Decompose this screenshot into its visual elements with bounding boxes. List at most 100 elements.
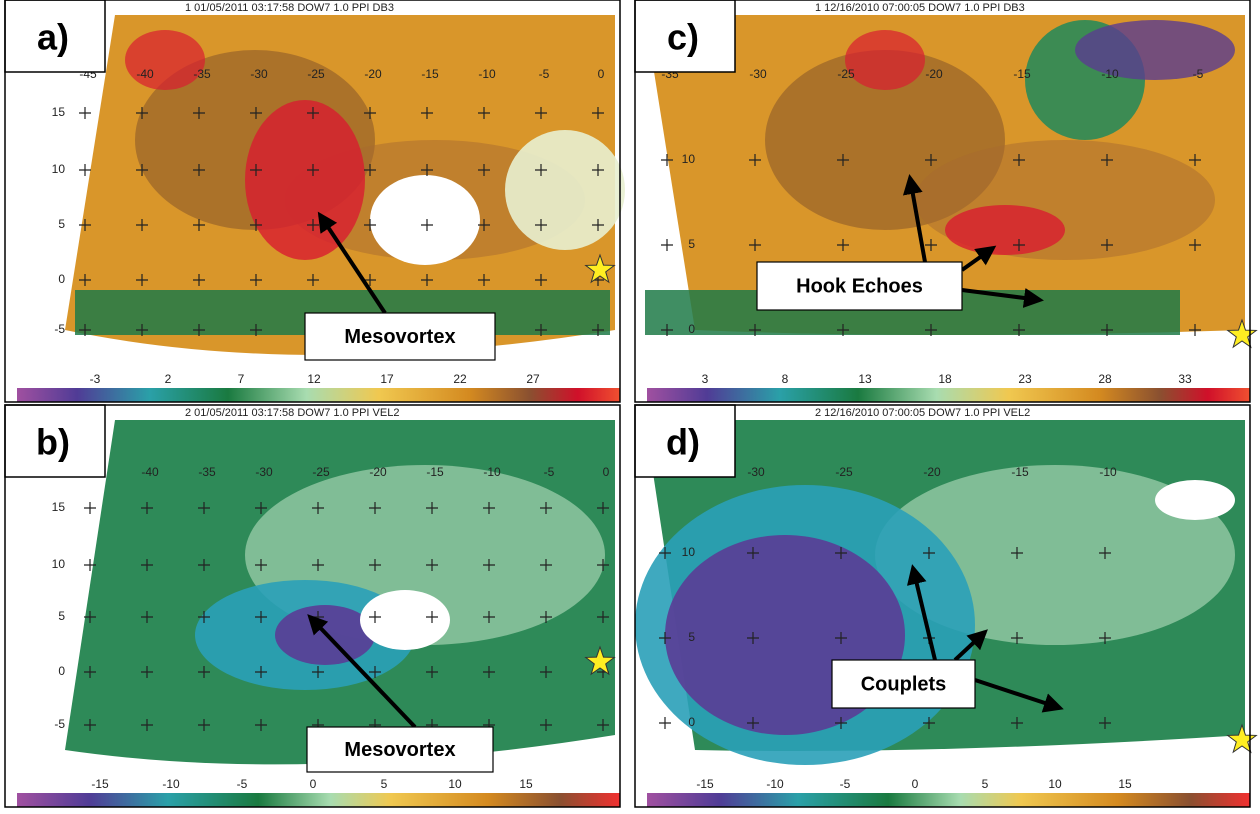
x-label: -20 [364, 67, 382, 81]
y-label: 10 [52, 557, 66, 571]
colorbar-label: 33 [1178, 372, 1192, 386]
x-label: -30 [749, 67, 767, 81]
y-label: 0 [58, 664, 65, 678]
y-label: 0 [688, 322, 695, 336]
radar-echo [945, 205, 1065, 255]
colorbar-label: 2 [165, 372, 172, 386]
radar-echo [1075, 20, 1235, 80]
colorbar-label: 12 [307, 372, 321, 386]
colorbar-label: 18 [938, 372, 952, 386]
colorbar-label: 5 [982, 777, 989, 791]
colorbar-label: 8 [782, 372, 789, 386]
x-label: -15 [1013, 67, 1031, 81]
panel: -35-30-25-20-15-1010502 12/16/2010 07:00… [635, 405, 1256, 807]
x-label: -25 [835, 465, 853, 479]
colorbar [647, 388, 1250, 402]
panel-header: 2 01/05/2011 03:17:58 DOW7 1.0 PPI VEL2 [185, 407, 399, 419]
colorbar-label: 23 [1018, 372, 1032, 386]
radar-image [65, 15, 625, 355]
annotation-label: Couplets [861, 673, 947, 695]
x-label: 0 [603, 465, 610, 479]
annotation-label: Hook Echoes [796, 275, 923, 297]
y-label: 15 [52, 105, 66, 119]
colorbar-label: 13 [858, 372, 872, 386]
x-label: -30 [255, 465, 273, 479]
colorbar [647, 793, 1250, 807]
colorbar-label: 15 [1118, 777, 1132, 791]
panel-label: c) [667, 17, 699, 58]
colorbar-label: 10 [448, 777, 462, 791]
panel: -35-30-25-20-15-10-510501 12/16/2010 07:… [635, 0, 1256, 402]
radar-echo [360, 590, 450, 650]
y-label: 5 [688, 630, 695, 644]
radar-echo [1155, 480, 1235, 520]
panel-header: 2 12/16/2010 07:00:05 DOW7 1.0 PPI VEL2 [815, 407, 1030, 419]
colorbar-label: -10 [766, 777, 784, 791]
x-label: -30 [747, 465, 765, 479]
radar-echo [370, 175, 480, 265]
y-label: 0 [58, 272, 65, 286]
colorbar-label: -15 [696, 777, 714, 791]
x-label: -15 [426, 465, 444, 479]
x-label: -40 [136, 67, 154, 81]
colorbar-label: -10 [162, 777, 180, 791]
colorbar-label: 22 [453, 372, 467, 386]
x-label: -20 [923, 465, 941, 479]
panel-label: d) [666, 422, 700, 463]
x-label: -25 [307, 67, 325, 81]
radar-echo [505, 130, 625, 250]
colorbar-label: -5 [840, 777, 851, 791]
colorbar-label: 7 [238, 372, 245, 386]
y-label: 15 [52, 500, 66, 514]
colorbar-label: -5 [237, 777, 248, 791]
colorbar-label: 5 [381, 777, 388, 791]
x-label: -5 [544, 465, 555, 479]
radar-echo [845, 30, 925, 90]
panel-header: 1 01/05/2011 03:17:58 DOW7 1.0 PPI DB3 [185, 2, 394, 14]
colorbar [17, 793, 620, 807]
colorbar-label: -3 [90, 372, 101, 386]
y-label: 5 [58, 217, 65, 231]
x-label: -5 [1193, 67, 1204, 81]
x-label: -15 [421, 67, 439, 81]
colorbar-label: 3 [702, 372, 709, 386]
y-label: -5 [54, 322, 65, 336]
colorbar-label: 0 [912, 777, 919, 791]
radar-echo [245, 100, 365, 260]
y-label: 0 [688, 715, 695, 729]
x-label: -25 [837, 67, 855, 81]
colorbar-label: 15 [519, 777, 533, 791]
colorbar [17, 388, 620, 402]
x-label: -10 [1101, 67, 1119, 81]
panel-label: a) [37, 17, 69, 58]
figure: -45-40-35-30-25-20-15-10-50151050-51 01/… [0, 0, 1260, 809]
colorbar-label: 27 [526, 372, 540, 386]
colorbar-label: 28 [1098, 372, 1112, 386]
x-label: -10 [1099, 465, 1117, 479]
x-label: -10 [478, 67, 496, 81]
y-label: 5 [58, 609, 65, 623]
x-label: -25 [312, 465, 330, 479]
colorbar-label: 10 [1048, 777, 1062, 791]
x-label: -20 [925, 67, 943, 81]
colorbar-label: -15 [91, 777, 109, 791]
y-label: -5 [54, 717, 65, 731]
x-label: -20 [369, 465, 387, 479]
x-label: -40 [141, 465, 159, 479]
x-label: 0 [598, 67, 605, 81]
x-label: -15 [1011, 465, 1029, 479]
y-label: 10 [682, 545, 696, 559]
colorbar-label: 17 [380, 372, 394, 386]
colorbar-label: 0 [310, 777, 317, 791]
panel-label: b) [36, 422, 70, 463]
x-label: -35 [193, 67, 211, 81]
y-label: 5 [688, 237, 695, 251]
y-label: 10 [52, 162, 66, 176]
x-label: -35 [198, 465, 216, 479]
annotation-label: Mesovortex [344, 326, 455, 348]
y-label: 10 [682, 152, 696, 166]
annotation-label: Mesovortex [344, 739, 455, 761]
x-label: -30 [250, 67, 268, 81]
x-label: -5 [539, 67, 550, 81]
